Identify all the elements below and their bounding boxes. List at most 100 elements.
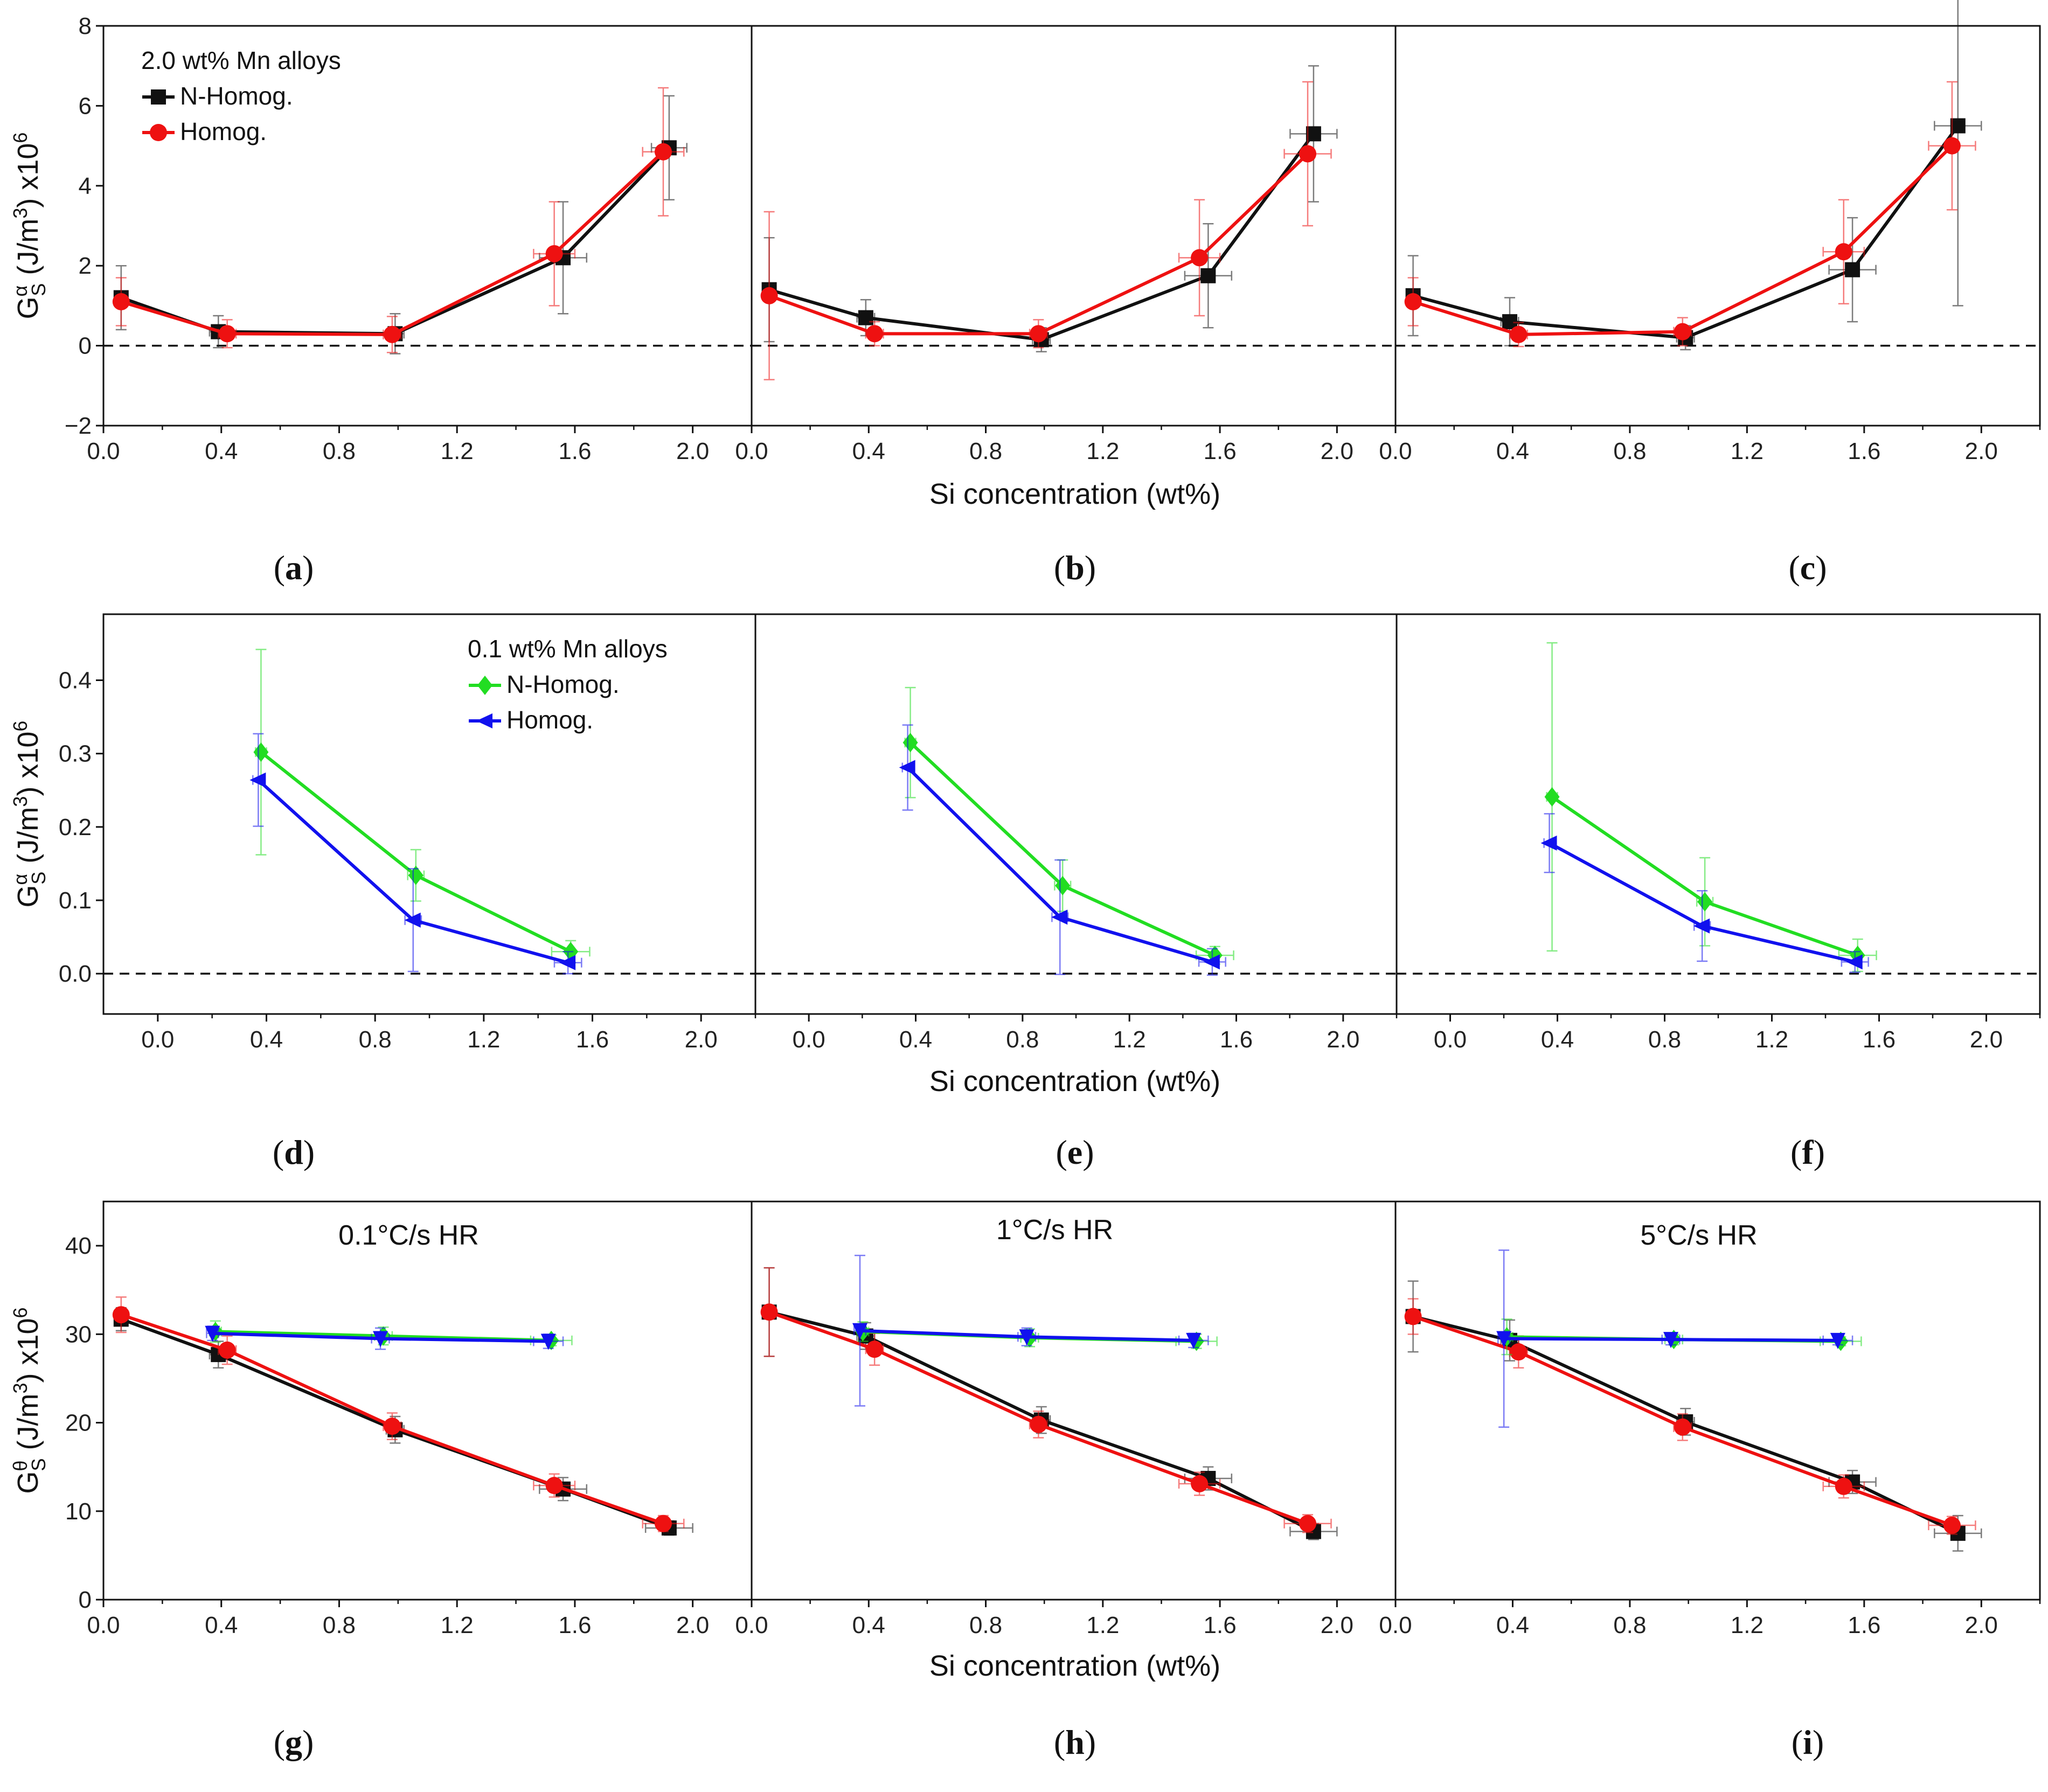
y-axis-title: GαS (J/m3) x106 <box>9 721 50 908</box>
row-theta: Si concentration (wt%) GθS (J/m3) x106 <box>9 1307 1220 1682</box>
series-homog- <box>249 733 582 975</box>
marker-circle <box>545 245 563 262</box>
panel-d: 0.0 0.4 0.8 1.2 1.6 2.0 0.0 0.1 0.2 0.3 0.4 <box>59 613 756 1053</box>
marker-diamond <box>408 865 424 885</box>
y-tick-label: 10 <box>65 1498 92 1525</box>
series-n-homog- <box>1405 0 1982 351</box>
series-line <box>1412 144 1954 336</box>
x-tick-label: 1.6 <box>576 1026 609 1053</box>
x-axis-title: Si concentration (wt%) <box>929 1650 1220 1682</box>
marker-circle <box>1404 293 1422 310</box>
y-axis-title-rest: (J/m <box>12 807 44 872</box>
x-tick-label: 1.2 <box>441 1612 474 1638</box>
panel-label-open: ( <box>274 548 285 587</box>
panel-label-open: ( <box>1788 548 1800 587</box>
y-axis-title-rest2: ) x10 <box>12 1318 44 1383</box>
marker-triangle-down <box>1019 1329 1035 1346</box>
x-tick-label: 1.2 <box>1086 1612 1119 1638</box>
marker-triangle-left <box>404 912 421 928</box>
series-line <box>120 150 665 336</box>
x-tick-label: 1.2 <box>1755 1026 1788 1053</box>
marker-circle <box>760 287 778 304</box>
marker-circle <box>1674 1418 1691 1436</box>
panel-label-open: ( <box>1790 1133 1802 1171</box>
marker-triangle-down <box>1663 1332 1679 1349</box>
x-tick-label: 1.2 <box>1731 1612 1764 1638</box>
marker-triangle-down <box>205 1325 220 1342</box>
x-tick-label: 2.0 <box>1965 1612 1998 1638</box>
panel-label-letter: h <box>1065 1723 1085 1761</box>
panel-label-close: ) <box>303 1133 315 1171</box>
y-tick-label: 4 <box>79 173 92 199</box>
panel-label-open: ( <box>1056 1133 1067 1171</box>
marker-diamond <box>253 742 269 762</box>
y-axis-title-rest2: ) x10 <box>12 143 44 208</box>
row-0p1wt-mn: Si concentration (wt%) GαS (J/m3) x106 <box>9 721 1220 1098</box>
y-axis-title-rest: (J/m <box>12 1394 44 1458</box>
y-axis-title: GθS (J/m3) x106 <box>9 1307 50 1494</box>
legend-row-0: 2.0 wt% Mn alloys N-Homog. Homog. <box>141 46 341 145</box>
overlays-layer: (a) (b) (c)(d) (e) (f)(g) (h) (i)2.0 wt% Mn al… <box>141 46 1827 1761</box>
x-tick-label: 0.0 <box>1434 1026 1467 1053</box>
x-tick-label: 0.8 <box>969 438 1002 464</box>
marker-circle <box>1943 137 1961 155</box>
marker-square <box>1950 118 1966 134</box>
x-tick-label: 1.6 <box>1848 1612 1880 1638</box>
marker-triangle-down <box>1496 1331 1512 1348</box>
y-tick-label: −2 <box>65 413 92 439</box>
x-tick-label: 0.4 <box>250 1026 283 1053</box>
marker-circle <box>218 1341 236 1359</box>
marker-triangle-left <box>249 772 266 788</box>
legend-item: Homog. <box>142 117 267 145</box>
series-2-0-mn-homog- <box>1404 1298 1976 1535</box>
series-line <box>1412 124 1960 339</box>
marker-circle <box>383 325 401 343</box>
y-axis-title-rest2-sup: 6 <box>9 133 31 143</box>
marker-circle <box>1299 145 1317 163</box>
panel-label-letter: i <box>1803 1723 1813 1761</box>
series-n-homog- <box>902 686 1234 966</box>
panel-frame <box>1394 1200 2041 1601</box>
x-tick-label: 0.8 <box>1648 1026 1681 1053</box>
x-tick-label: 2.0 <box>1965 438 1998 464</box>
x-tick-label: 2.0 <box>1321 438 1353 464</box>
marker-square <box>1200 268 1216 283</box>
marker-diamond <box>477 676 492 695</box>
panels-layer: 0.0 0.4 0.8 1.2 1.6 2.0 −2 0 2 4 6 8 0.0 0.4 0.8 1.2 1.6… <box>59 0 2041 1638</box>
series-homog- <box>899 724 1226 976</box>
panel-title: 0.1°C/s HR <box>338 1220 479 1251</box>
legend-item: N-Homog. <box>142 82 293 110</box>
y-axis-title-rest-sup: 3 <box>9 208 31 219</box>
y-tick-label: 0.2 <box>59 814 92 841</box>
y-axis-title-sub: S <box>27 283 50 296</box>
panel-frame <box>754 613 1398 1015</box>
marker-triangle-left <box>476 713 492 728</box>
y-axis-title-sup: α <box>9 286 31 297</box>
x-tick-label: 0.8 <box>323 438 356 464</box>
x-tick-label: 2.0 <box>1321 1612 1353 1638</box>
panel-frame <box>751 1200 1397 1601</box>
x-tick-label: 0.8 <box>1613 438 1646 464</box>
panel-label-close: ) <box>302 1723 314 1761</box>
x-tick-label: 1.2 <box>441 438 474 464</box>
panel-label-h: (h) <box>1054 1723 1096 1761</box>
marker-circle <box>1943 1517 1961 1534</box>
marker-square <box>1502 314 1518 330</box>
marker-circle <box>545 1477 563 1495</box>
x-tick-label: 0.8 <box>323 1612 356 1638</box>
panel-e: 0.0 0.4 0.8 1.2 1.6 2.0 <box>754 613 1398 1053</box>
x-tick-label: 1.6 <box>1204 438 1237 464</box>
series-n-homog- <box>253 649 591 963</box>
y-tick-label: 6 <box>79 93 92 119</box>
x-tick-label: 0.0 <box>141 1026 174 1053</box>
x-tick-label: 0.0 <box>1379 438 1412 464</box>
marker-circle <box>760 1303 778 1321</box>
panel-label-close: ) <box>1813 1723 1824 1761</box>
x-tick-label: 0.0 <box>793 1026 825 1053</box>
panel-frame <box>102 1200 753 1601</box>
marker-triangle-down <box>1186 1332 1202 1349</box>
series-2-0-mn-homog- <box>760 1267 1332 1533</box>
series-homog- <box>760 81 1332 380</box>
y-axis-title-base: G <box>12 296 44 319</box>
